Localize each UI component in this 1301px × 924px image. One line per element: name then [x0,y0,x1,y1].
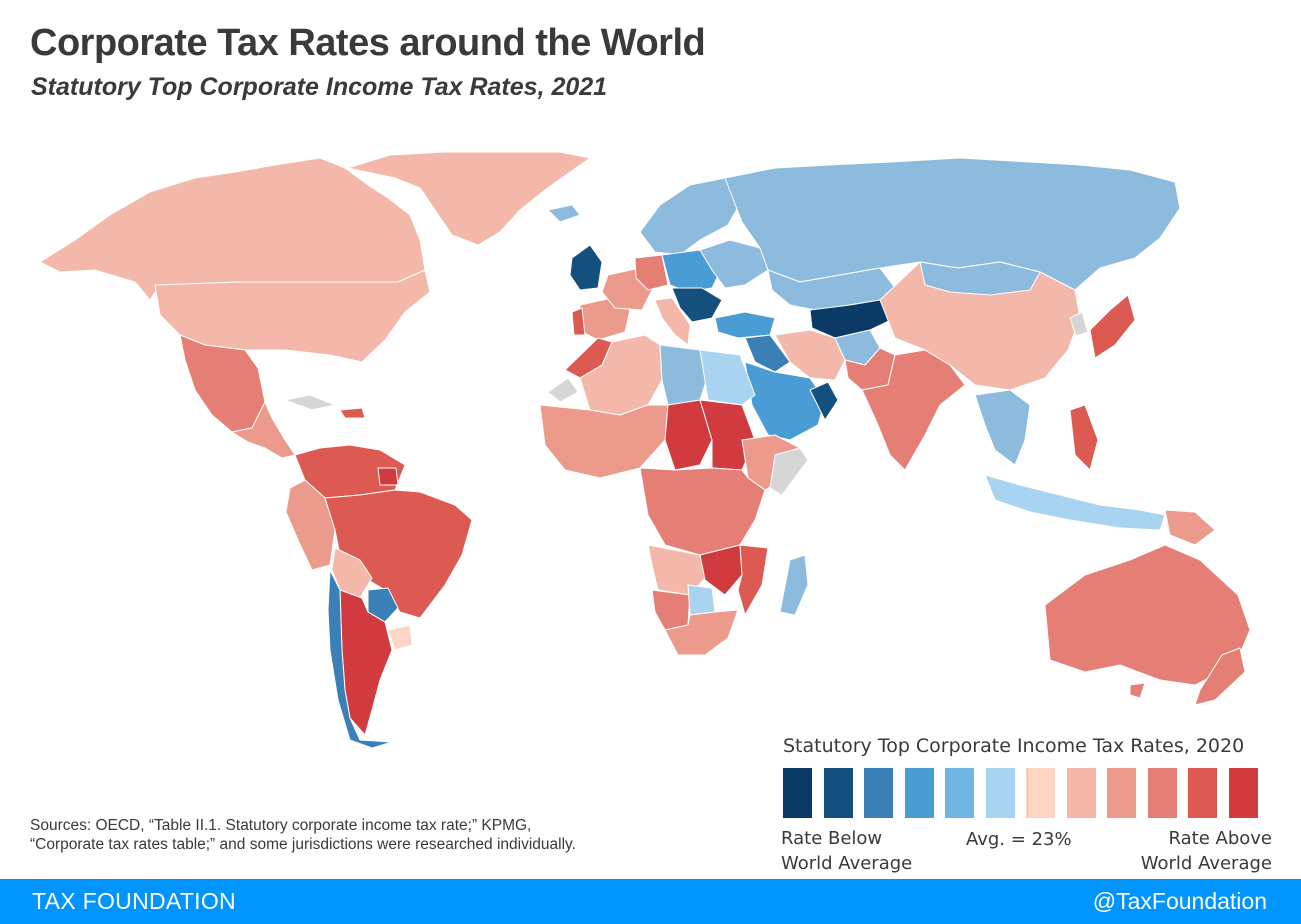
region-egypt [699,349,756,406]
region-southeast-asia [974,389,1031,466]
legend-title: Statutory Top Corporate Income Tax Rates… [783,735,1245,757]
region-peru [285,479,336,571]
region-zambia-zimbabwe [699,544,743,596]
region-indonesia [984,474,1166,531]
region-central-africa [639,467,766,556]
region-iraq-syria [744,334,791,373]
sources-note: Sources: OECD, “Table II.1. Statutory co… [30,817,576,853]
legend-above-line1: Rate Above [1168,828,1272,849]
region-korea [1069,311,1089,337]
region-mongolia [919,261,1041,296]
region-turkey [714,311,776,339]
legend-average-divider [1027,768,1028,818]
region-hispaniola [339,407,366,419]
region-philippines [1069,404,1099,471]
region-uk-ireland [569,244,603,291]
region-portugal [571,307,586,336]
legend-above-line2: World Average [1140,853,1272,874]
legend-swatch [1107,768,1136,818]
region-cuba [284,394,336,411]
legend-swatch [1026,768,1055,818]
legend-swatches [783,768,1268,818]
region-paraguay [367,587,399,623]
region-tasmania [1129,682,1146,699]
legend-swatch [1228,768,1258,818]
region-uruguay [387,624,413,651]
region-australia [1044,544,1251,686]
footer-brand: TAX FOUNDATION [32,888,236,914]
legend-below-line2: World Average [781,853,913,874]
region-iran [774,329,846,381]
region-greenland [347,151,591,246]
legend-below-line1: Rate Below [781,828,883,849]
region-japan [1089,294,1136,359]
region-somalia [769,447,809,496]
region-oman-uae [809,381,839,421]
region-western-sahara [547,377,579,403]
region-arabia [744,361,826,441]
region-ukraine-belarus [699,239,769,289]
page-title: Corporate Tax Rates around the World [30,22,706,64]
legend-below-label: Rate Below World Average [781,826,912,876]
legend-above-label: Rate Above World Average [1141,826,1272,876]
legend-swatch [1066,768,1096,818]
legend-swatch [904,768,934,818]
region-new-zealand [1194,647,1246,706]
region-mozambique [737,544,769,616]
region-uzbekistan [809,299,896,339]
region-germany-benelux [634,254,669,291]
legend-swatch [864,768,893,818]
legend-swatch [1188,768,1217,818]
region-west-africa [539,404,669,479]
page-subtitle: Statutory Top Corporate Income Tax Rates… [31,73,608,101]
footer-handle: @TaxFoundation [1092,888,1267,914]
region-botswana [687,584,716,616]
region-papua-new-guinea [1164,509,1216,546]
legend-swatch [945,768,974,818]
legend-swatch [1147,768,1177,818]
region-balkans [671,287,723,323]
region-south-africa [664,609,739,656]
region-central-america [231,401,296,459]
region-scandinavia [639,177,743,256]
region-iceland [547,204,581,223]
region-guyana [377,467,399,486]
legend-swatch [783,768,812,818]
legend-swatch [823,768,853,818]
region-namibia [651,589,691,631]
legend-swatch [985,768,1015,818]
region-italy [654,297,691,346]
region-india [861,349,966,471]
legend-average-label: Avg. = 23% [966,829,1072,850]
region-madagascar [779,554,809,616]
region-chile [327,569,393,749]
region-canada-alaska [39,157,426,301]
footer-bar: TAX FOUNDATION @TaxFoundation [0,879,1301,924]
world-map [39,151,1251,749]
